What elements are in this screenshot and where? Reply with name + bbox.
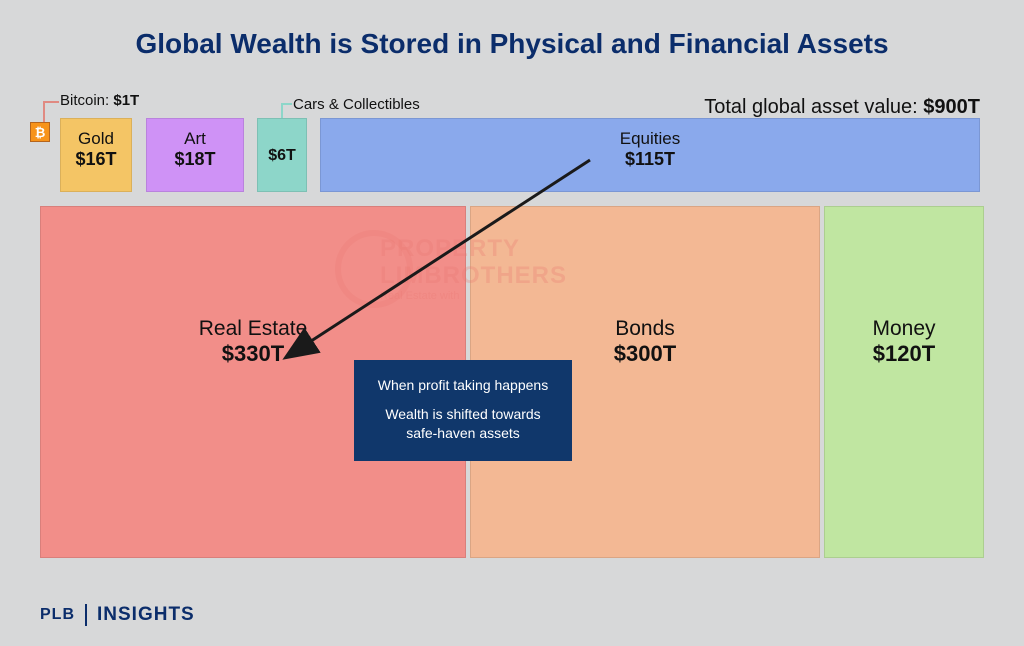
callout-line1: When profit taking happens <box>368 376 558 395</box>
block-art-value: $18T <box>147 149 243 170</box>
block-cc-value: $6T <box>258 147 306 165</box>
footer-logo: PLB INSIGHTS <box>40 604 195 626</box>
callout-box: When profit taking happens Wealth is shi… <box>354 360 572 461</box>
block-money: Money $120T <box>824 206 984 558</box>
block-equities-value: $115T <box>321 149 979 170</box>
callout-line2: Wealth is shifted towards safe-haven ass… <box>368 405 558 443</box>
block-gold-value: $16T <box>61 149 131 170</box>
block-art-name: Art <box>147 129 243 149</box>
block-cars-collectibles: $6T <box>257 118 307 192</box>
bitcoin-label: Bitcoin: $1T <box>60 92 139 109</box>
cars-collectibles-label: Cars & Collectibles <box>293 96 420 113</box>
block-gold-name: Gold <box>61 129 131 149</box>
total-value: $900T <box>923 96 980 118</box>
total-asset-label: Total global asset value: $900T <box>704 96 980 119</box>
footer-insights: INSIGHTS <box>97 604 195 626</box>
block-re-name: Real Estate <box>41 317 465 341</box>
chart-title: Global Wealth is Stored in Physical and … <box>0 28 1024 60</box>
cars-connector-line <box>281 103 292 118</box>
bitcoin-connector-line <box>43 101 59 122</box>
total-label-text: Total global asset value: <box>704 96 923 118</box>
bitcoin-icon: ₿ <box>30 122 50 142</box>
block-bo-name: Bonds <box>471 317 819 341</box>
block-art: Art $18T <box>146 118 244 192</box>
block-equities: Equities $115T <box>320 118 980 192</box>
footer-divider <box>85 604 87 626</box>
bitcoin-label-text: Bitcoin: <box>60 92 113 109</box>
block-gold: Gold $16T <box>60 118 132 192</box>
footer-plb: PLB <box>40 606 75 624</box>
block-mo-name: Money <box>825 317 983 341</box>
bitcoin-value: $1T <box>113 92 139 109</box>
block-equities-name: Equities <box>321 129 979 149</box>
block-mo-value: $120T <box>825 341 983 367</box>
footer-insights-text: INSIGHTS <box>97 604 195 625</box>
